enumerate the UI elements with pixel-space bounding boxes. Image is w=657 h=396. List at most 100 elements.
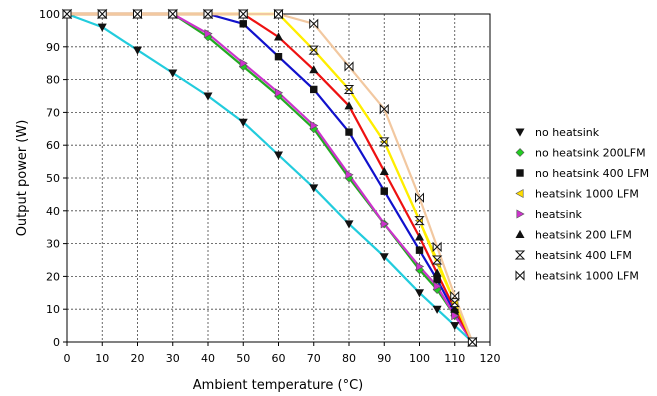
x-tick-label: 30 (166, 352, 180, 365)
data-point (414, 216, 425, 226)
legend-marker (515, 188, 524, 199)
data-point (133, 8, 142, 20)
legend-label: heatsink 400 LFM (535, 249, 632, 262)
data-point (451, 311, 460, 321)
data-point (449, 298, 460, 308)
x-tick-label: 40 (201, 352, 215, 365)
data-point (275, 88, 284, 98)
data-point (309, 65, 319, 74)
data-point (416, 262, 425, 272)
data-point (380, 187, 388, 195)
legend-marker (515, 128, 525, 137)
data-point (344, 101, 354, 110)
data-point (204, 29, 213, 39)
data-point (415, 192, 424, 203)
y-axis-title: Output power (W) (15, 120, 30, 237)
legend-label: heatsink 1000 LFM (535, 270, 639, 283)
data-point (97, 23, 107, 32)
legend-label: no heatsink 200LFM (535, 147, 646, 160)
x-tick-label: 110 (444, 352, 465, 365)
y-tick-label: 20 (46, 270, 60, 283)
grid (67, 14, 490, 342)
x-tick-label: 10 (95, 352, 109, 365)
series-line-7 (67, 12, 474, 343)
data-point (203, 92, 213, 101)
data-point (239, 20, 247, 28)
y-tick-label: 70 (46, 106, 60, 119)
axes (63, 13, 491, 346)
y-tick-label: 90 (46, 41, 60, 54)
data-point (309, 184, 319, 193)
x-tick-label: 50 (236, 352, 250, 365)
legend-marker (516, 209, 525, 219)
data-point (273, 151, 284, 160)
x-tick-label: 90 (377, 352, 391, 365)
legend-label: no heatsink (535, 126, 600, 139)
data-point (433, 275, 441, 284)
data-point (379, 137, 390, 147)
tick-labels: 0 10 20 30 40 50 60 70 80 90 100 110 120 0 10 20 30 40 50 6… (39, 8, 501, 365)
data-point (450, 290, 460, 302)
legend-label: no heatsink 400 LFM (535, 167, 649, 180)
data-point (450, 322, 460, 331)
legend-label: heatsink (535, 208, 583, 221)
data-point (309, 18, 319, 30)
y-tick-label: 10 (46, 303, 60, 316)
legend-label: heatsink 1000 LFM (535, 188, 639, 201)
data-point (344, 61, 354, 72)
data-point (239, 58, 248, 68)
data-point (168, 8, 178, 20)
x-axis-title: Ambient temperature (°C) (193, 378, 363, 393)
data-point (432, 305, 442, 314)
y-tick-label: 50 (46, 172, 60, 185)
data-point (433, 281, 442, 291)
x-tick-label: 20 (131, 352, 145, 365)
data-point (414, 289, 425, 298)
data-point (343, 84, 355, 94)
legend-marker (515, 229, 525, 238)
x-tick-label: 100 (409, 352, 430, 365)
data-point (132, 46, 143, 55)
data-point (432, 268, 442, 277)
data-point (467, 336, 477, 348)
data-point (379, 103, 389, 115)
legend-marker (515, 148, 525, 157)
legend-marker (514, 250, 526, 260)
data-point (379, 166, 389, 175)
y-tick-label: 80 (46, 74, 60, 87)
x-tick-label: 60 (272, 352, 286, 365)
data-point (379, 253, 389, 262)
data-point (432, 241, 442, 253)
data-point (273, 32, 284, 41)
data-point (274, 52, 283, 61)
data-point (415, 246, 424, 254)
data-point (274, 8, 283, 20)
legend-label: heatsink 200 LFM (535, 229, 632, 242)
y-tick-label: 40 (46, 205, 60, 218)
y-tick-label: 30 (46, 238, 60, 251)
data-point (380, 219, 389, 229)
x-tick-label: 70 (307, 352, 321, 365)
y-tick-label: 60 (46, 139, 60, 152)
legend-marker (516, 169, 524, 177)
legend-marker (515, 270, 525, 281)
data-point (310, 121, 319, 131)
data-point (238, 118, 248, 127)
data-point (414, 232, 425, 241)
data-point (308, 45, 319, 55)
data-point (450, 304, 460, 313)
data-point (344, 220, 354, 229)
x-tick-label: 80 (342, 352, 356, 365)
x-tick-label: 0 (64, 352, 71, 365)
data-point (62, 8, 72, 20)
data-point (310, 85, 318, 94)
data-point (345, 128, 353, 136)
data-point (431, 255, 443, 265)
x-tick-label: 120 (480, 352, 501, 365)
y-tick-label: 100 (39, 8, 60, 21)
data-point (203, 8, 213, 20)
y-tick-label: 0 (53, 336, 60, 349)
data-point (168, 69, 178, 78)
data-point (238, 8, 248, 20)
